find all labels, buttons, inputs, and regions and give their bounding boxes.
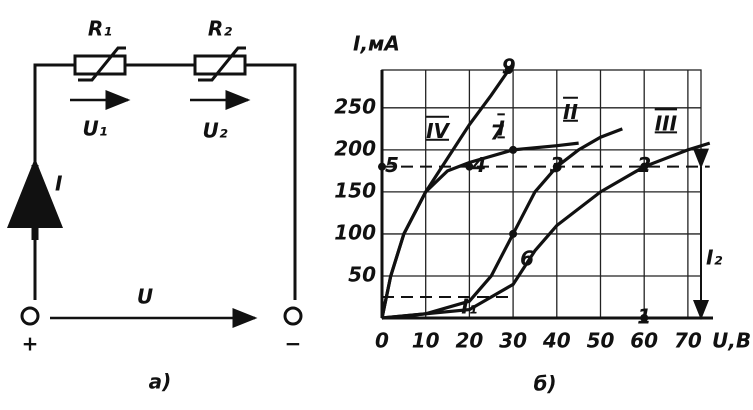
curve-label: III bbox=[655, 111, 678, 135]
circuit: R₁ R₂ U₁ U₂ I U + − а) bbox=[6, 17, 303, 394]
x-axis-title: U,B bbox=[712, 329, 751, 353]
point-label: 9 bbox=[502, 55, 516, 79]
point bbox=[552, 162, 561, 171]
y-tick-label: 200 bbox=[334, 136, 376, 160]
point-label: 1 bbox=[637, 305, 651, 329]
point bbox=[509, 145, 518, 154]
caption: а) bbox=[149, 370, 172, 394]
y-axis-title: I,мA bbox=[353, 32, 400, 56]
point-label: 3 bbox=[550, 153, 564, 177]
point-label: 5 bbox=[385, 153, 399, 177]
resistor-slash bbox=[78, 46, 126, 82]
label: R₁ bbox=[88, 17, 112, 41]
x-tick-label: 0 bbox=[375, 329, 389, 353]
x-tick-label: 70 bbox=[674, 329, 702, 353]
x-tick-label: 30 bbox=[499, 329, 527, 353]
x-tick-label: 50 bbox=[587, 329, 615, 353]
point-label: 4 bbox=[471, 153, 486, 177]
curve bbox=[380, 141, 579, 319]
point bbox=[640, 162, 649, 171]
resistor-slash bbox=[198, 46, 246, 82]
point-label: 2 bbox=[637, 153, 651, 177]
curve bbox=[381, 141, 711, 320]
point-label: 6 bbox=[520, 246, 534, 270]
x-tick-label: 20 bbox=[455, 329, 483, 353]
x-tick-label: 10 bbox=[412, 329, 440, 353]
annotation: I₁ bbox=[461, 294, 477, 318]
x-tick-label: 40 bbox=[542, 329, 571, 353]
point bbox=[465, 162, 474, 171]
curve-label: I bbox=[497, 116, 505, 140]
label: − bbox=[285, 332, 302, 356]
terminal bbox=[283, 306, 303, 326]
annotation: I₂ bbox=[706, 246, 722, 270]
y-tick-label: 100 bbox=[334, 220, 376, 244]
resistor bbox=[193, 54, 247, 76]
point bbox=[378, 162, 386, 171]
curve-label: II bbox=[563, 100, 578, 124]
label: I bbox=[55, 172, 63, 196]
point bbox=[640, 314, 649, 322]
label: U₁ bbox=[83, 117, 108, 141]
point bbox=[509, 229, 518, 238]
caption: б) bbox=[533, 372, 556, 396]
terminal bbox=[20, 306, 40, 326]
label: R₂ bbox=[208, 17, 232, 41]
y-tick-label: 150 bbox=[334, 178, 376, 202]
resistor bbox=[73, 54, 127, 76]
label: + bbox=[22, 332, 39, 356]
y-tick-label: 50 bbox=[348, 262, 376, 286]
curve bbox=[381, 127, 623, 320]
y-tick-label: 250 bbox=[334, 94, 376, 118]
label: U bbox=[137, 285, 153, 309]
point-label: 7 bbox=[490, 120, 504, 144]
x-tick-label: 60 bbox=[630, 329, 658, 353]
curve-label: IV bbox=[426, 119, 450, 143]
label: U₂ bbox=[203, 119, 228, 143]
point bbox=[504, 66, 513, 74]
